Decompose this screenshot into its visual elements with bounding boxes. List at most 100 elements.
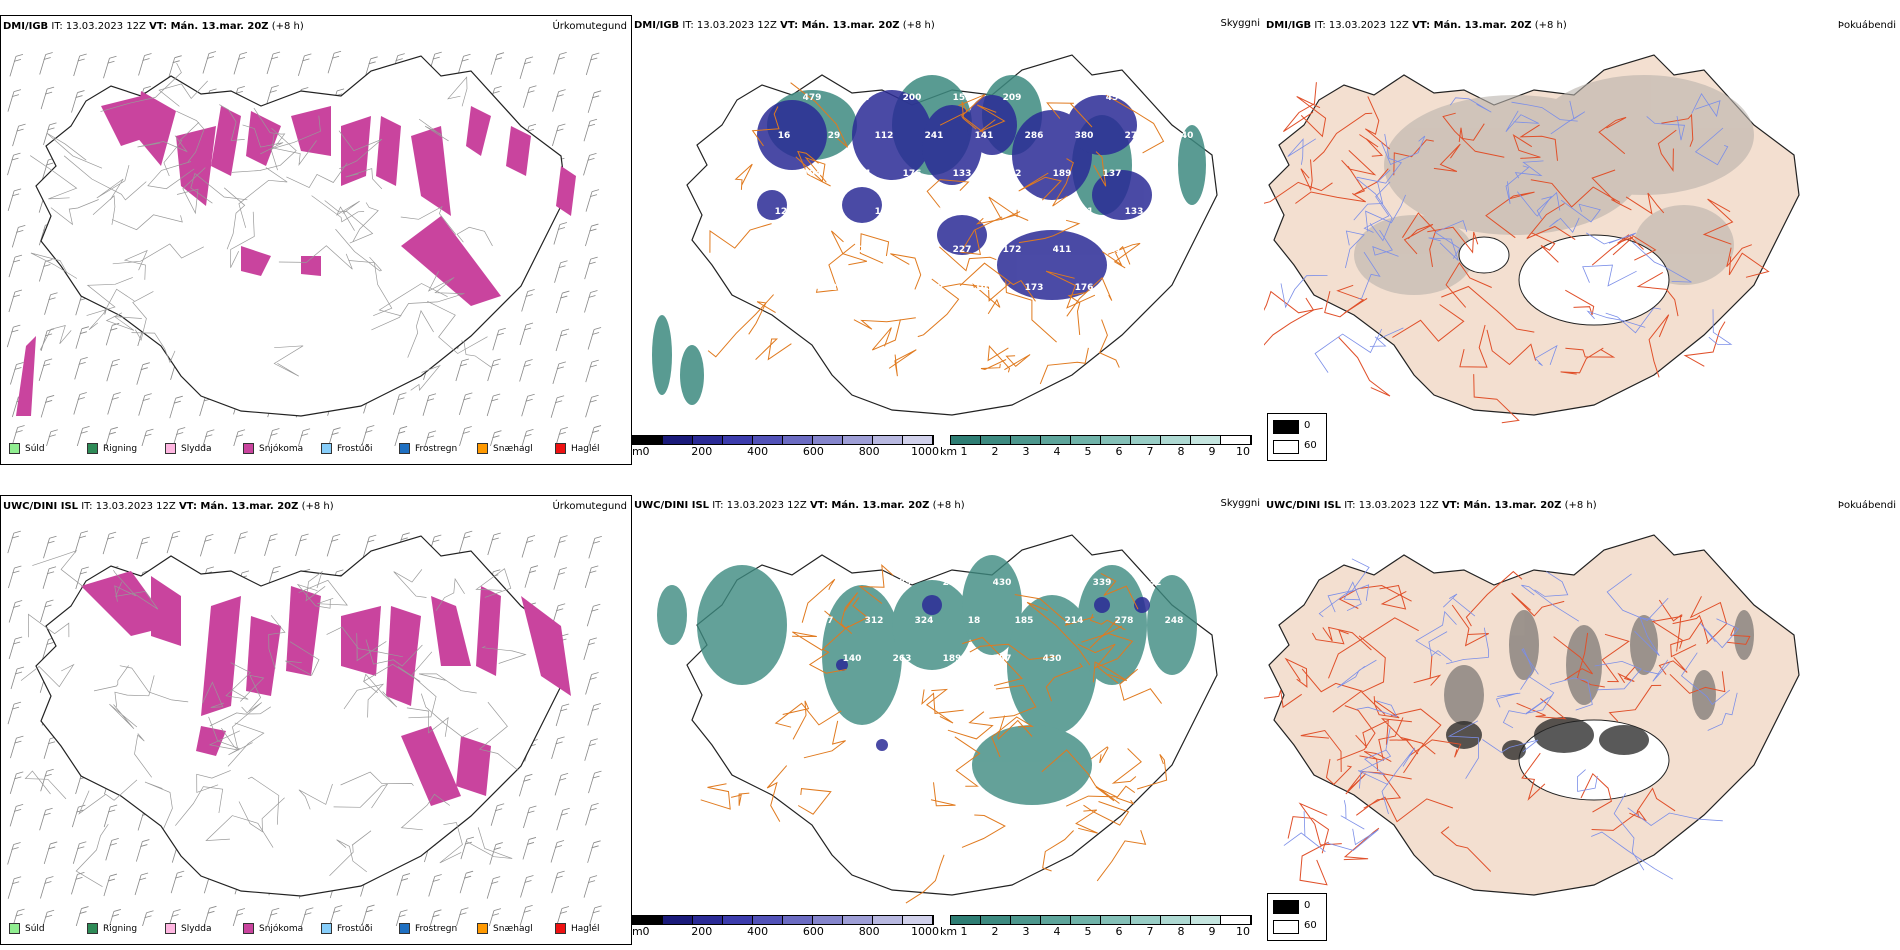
cloud-base-label: 133 bbox=[953, 169, 972, 179]
cloud-base-label: 189 bbox=[1053, 169, 1072, 179]
colorbar-unit: m bbox=[632, 925, 643, 938]
cloud-base-label: 133 bbox=[1125, 207, 1144, 217]
legend-item: Frostúði bbox=[321, 443, 372, 454]
cloud-base-label: 121 bbox=[875, 207, 894, 217]
cloud-base-label: 232 bbox=[1053, 93, 1072, 103]
colorbar-tick: 5 bbox=[1084, 925, 1092, 938]
colorbar-tick: 400 bbox=[747, 925, 769, 938]
panel-header: UWC/DINI ISL IT: 13.03.2023 12Z VT: Mán.… bbox=[1266, 500, 1597, 511]
cloud-base-label: 120 bbox=[803, 245, 822, 255]
colorbar-tick: 6 bbox=[1115, 925, 1123, 938]
cloud-base-label: 310 bbox=[793, 654, 812, 664]
cloud-base-label: 200 bbox=[903, 93, 922, 103]
colorbar-tick: 800 bbox=[858, 445, 880, 458]
panel-header: UWC/DINI ISL IT: 13.03.2023 12Z VT: Mán.… bbox=[3, 501, 334, 512]
precip-map bbox=[7, 530, 602, 926]
cloud-base-label: 380 bbox=[1075, 131, 1094, 141]
cloud-base-label: 16 bbox=[778, 131, 791, 141]
legend-item: Frostúði bbox=[321, 923, 372, 934]
cloud-base-label: 104 bbox=[803, 169, 822, 179]
legend-item: Súld bbox=[9, 443, 45, 454]
colorbar-tick: 7 bbox=[1146, 445, 1154, 458]
cloud-base-label: 166 bbox=[903, 245, 922, 255]
cloud-base-label: 162 bbox=[1153, 93, 1172, 103]
panel-header: UWC/DINI ISL IT: 13.03.2023 12Z VT: Mán.… bbox=[634, 500, 965, 511]
colorbar-tick: 600 bbox=[802, 925, 824, 938]
cloud-base-label: 430 bbox=[993, 578, 1012, 588]
colorbar-tick: 8 bbox=[1177, 925, 1185, 938]
colorbar-tick: 4 bbox=[1053, 445, 1061, 458]
cloud-base-label: 141 bbox=[975, 131, 994, 141]
colorbar-unit: m bbox=[632, 445, 643, 458]
colorbar-tick: 3 bbox=[1022, 925, 1030, 938]
cloud-base-label: 297 bbox=[853, 93, 872, 103]
cloud-base-label: 430 bbox=[1043, 654, 1062, 664]
cloud-base-label: 125 bbox=[1175, 207, 1194, 217]
fog-map bbox=[1264, 534, 1800, 896]
legend-item: Rigning bbox=[87, 923, 137, 934]
cloudbase-colorbar: m 0 200 400 600 800 1000 bbox=[632, 915, 942, 945]
cloud-base-label: 140 bbox=[843, 654, 862, 664]
cloud-base-label: 262 bbox=[925, 207, 944, 217]
panel-header: DMI/IGB IT: 13.03.2023 12Z VT: Mán. 13.m… bbox=[3, 21, 304, 32]
colorbar-tick: 200 bbox=[691, 445, 713, 458]
colorbar-tick: 1 bbox=[960, 445, 968, 458]
cloud-base-label: 240 bbox=[1175, 131, 1194, 141]
cloud-base-label: 286 bbox=[1025, 131, 1044, 141]
legend-item: Snjókoma bbox=[243, 923, 303, 934]
cloud-base-label: 263 bbox=[893, 654, 912, 664]
cloud-base-label: 120 bbox=[775, 207, 794, 217]
legend-item: Súld bbox=[9, 923, 45, 934]
precip-legend: Súld Rigning Slydda Snjókoma Frostúði Frostre… bbox=[1, 438, 631, 460]
legend-item: Snæhagl bbox=[477, 443, 533, 454]
colorbar-tick: 1000 bbox=[911, 925, 939, 938]
cloud-base-label: 176 bbox=[1075, 283, 1094, 293]
colorbar-tick: 10 bbox=[1236, 445, 1250, 458]
cloud-base-label: 134 bbox=[775, 283, 794, 293]
cloud-base-label: 89 bbox=[1218, 616, 1231, 626]
cloud-base-label: 121 bbox=[853, 245, 872, 255]
cloud-base-label: 173 bbox=[1025, 283, 1044, 293]
cloud-base-label: 227 bbox=[953, 245, 972, 255]
cloud-base-label: 479 bbox=[803, 93, 822, 103]
cloud-base-label: 147 bbox=[1193, 578, 1212, 588]
cloud-base-label: 214 bbox=[1065, 616, 1084, 626]
cloud-base-label: 276 bbox=[753, 93, 772, 103]
colorbar-tick: 1000 bbox=[911, 445, 939, 458]
colorbar-tick: 5 bbox=[1084, 445, 1092, 458]
panel-header: DMI/IGB IT: 13.03.2023 12Z VT: Mán. 13.m… bbox=[1266, 20, 1567, 31]
colorbar-tick: 400 bbox=[747, 445, 769, 458]
cloud-base-label: 241 bbox=[925, 131, 944, 141]
visibility-colorbar: km 1 2 3 4 5 6 7 8 9 10 bbox=[940, 915, 1252, 945]
cloud-base-label: 122 bbox=[825, 283, 844, 293]
cloud-base-label: 112 bbox=[875, 131, 894, 141]
legend-item: Haglél bbox=[555, 923, 600, 934]
cloud-map: 276 479 297 200 153 209 232 45 162 16 29 112 241 141 2… bbox=[652, 54, 1218, 416]
fog-legend: 0 60 bbox=[1267, 413, 1327, 461]
colorbar-tick: 8 bbox=[1177, 445, 1185, 458]
panel-title: Þokuábendi bbox=[1837, 500, 1896, 511]
precip-map bbox=[6, 50, 602, 446]
cloud-base-label: 378 bbox=[793, 578, 812, 588]
cloud-base-label: 99 bbox=[1156, 169, 1169, 179]
cloud-base-label: 29 bbox=[828, 131, 841, 141]
precip-panel-1: DMI/IGB IT: 13.03.2023 12Z VT: Mán. 13.m… bbox=[0, 15, 632, 465]
panel-title: Úrkomutegund bbox=[552, 21, 627, 32]
cloud-base-label: 144 bbox=[753, 245, 772, 255]
colorbar-tick: 600 bbox=[802, 445, 824, 458]
fog-map bbox=[1264, 54, 1800, 424]
legend-item: Snjókoma bbox=[243, 443, 303, 454]
cloud-base-label: 248 bbox=[1165, 616, 1184, 626]
cloud-base-label: 182 bbox=[825, 207, 844, 217]
colorbar-tick: 6 bbox=[1115, 445, 1123, 458]
cloud-base-label: 200 bbox=[875, 283, 894, 293]
fog-panel-1: DMI/IGB IT: 13.03.2023 12Z VT: Mán. 13.m… bbox=[1264, 15, 1900, 465]
cloud-base-label: 153 bbox=[953, 93, 972, 103]
cloud-base-label: 207 bbox=[843, 578, 862, 588]
colorbar-tick: 9 bbox=[1208, 445, 1216, 458]
fog-panel-2: UWC/DINI ISL IT: 13.03.2023 12Z VT: Mán.… bbox=[1264, 495, 1900, 945]
cloud-base-label: 209 bbox=[1003, 93, 1022, 103]
legend-item: Snæhagl bbox=[477, 923, 533, 934]
legend-item: Frostregn bbox=[399, 443, 457, 454]
cloud-base-label: 278 bbox=[1115, 616, 1134, 626]
